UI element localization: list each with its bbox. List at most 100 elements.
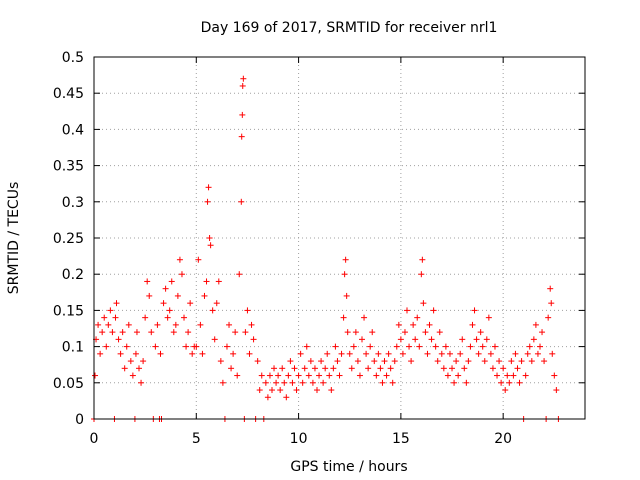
data-point bbox=[328, 387, 335, 394]
data-point bbox=[112, 314, 119, 321]
data-point bbox=[419, 256, 426, 263]
data-point bbox=[289, 379, 296, 386]
data-point bbox=[103, 343, 110, 350]
data-point bbox=[206, 235, 213, 241]
data-point bbox=[160, 300, 167, 307]
data-point bbox=[479, 343, 486, 350]
data-point bbox=[449, 365, 456, 372]
data-point bbox=[387, 365, 394, 372]
data-point bbox=[444, 372, 451, 379]
data-point bbox=[291, 365, 298, 372]
data-point bbox=[336, 372, 343, 379]
data-point bbox=[471, 307, 478, 314]
data-point bbox=[354, 358, 361, 365]
data-point bbox=[389, 379, 396, 386]
data-point bbox=[541, 358, 548, 365]
data-point bbox=[127, 358, 134, 365]
data-point bbox=[459, 336, 466, 343]
data-point bbox=[254, 358, 261, 365]
data-point bbox=[496, 358, 503, 365]
data-point bbox=[95, 321, 102, 328]
data-point bbox=[166, 307, 173, 314]
data-point bbox=[193, 343, 200, 350]
data-point bbox=[285, 372, 292, 379]
data-point bbox=[545, 314, 552, 321]
data-point bbox=[341, 271, 348, 278]
x-tick-label: 0 bbox=[90, 431, 99, 447]
data-point bbox=[152, 343, 159, 350]
data-point bbox=[551, 372, 558, 379]
data-point bbox=[553, 387, 560, 394]
data-point bbox=[223, 343, 230, 350]
data-point bbox=[381, 358, 388, 365]
data-point bbox=[502, 387, 509, 394]
data-point bbox=[244, 307, 251, 314]
data-point bbox=[326, 372, 333, 379]
data-point bbox=[195, 256, 202, 263]
data-point bbox=[485, 314, 492, 321]
data-point bbox=[256, 387, 263, 394]
data-point bbox=[343, 292, 350, 299]
data-point bbox=[113, 300, 120, 307]
y-tick-label: 0.05 bbox=[53, 376, 84, 392]
data-point bbox=[430, 307, 437, 314]
data-point bbox=[510, 372, 517, 379]
data-point bbox=[406, 343, 413, 350]
y-tick-label: 0.45 bbox=[53, 86, 84, 102]
data-point bbox=[181, 314, 188, 321]
data-point bbox=[97, 350, 104, 357]
data-point bbox=[309, 379, 316, 386]
data-point bbox=[420, 300, 427, 307]
data-point bbox=[440, 365, 447, 372]
data-point bbox=[140, 358, 147, 365]
data-point bbox=[428, 336, 435, 343]
data-point bbox=[365, 365, 372, 372]
data-point bbox=[239, 111, 246, 118]
data-point bbox=[547, 285, 554, 292]
data-point bbox=[451, 379, 458, 386]
data-point bbox=[489, 365, 496, 372]
data-point bbox=[125, 321, 132, 328]
data-point bbox=[422, 329, 429, 336]
data-point bbox=[434, 358, 441, 365]
data-point bbox=[228, 365, 235, 372]
data-point bbox=[238, 198, 245, 205]
data-point bbox=[264, 394, 271, 401]
data-point bbox=[491, 343, 498, 350]
data-point bbox=[293, 387, 300, 394]
data-point bbox=[514, 365, 521, 372]
data-point bbox=[412, 336, 419, 343]
data-point bbox=[367, 343, 374, 350]
data-points bbox=[91, 75, 562, 422]
data-point bbox=[157, 350, 164, 357]
data-point bbox=[526, 343, 533, 350]
data-point bbox=[352, 329, 359, 336]
data-point bbox=[504, 372, 511, 379]
data-point bbox=[397, 336, 404, 343]
data-point bbox=[299, 379, 306, 386]
data-point bbox=[318, 358, 325, 365]
data-point bbox=[313, 387, 320, 394]
data-point bbox=[262, 379, 269, 386]
data-point bbox=[498, 379, 505, 386]
x-tick-label: 5 bbox=[192, 431, 201, 447]
data-point bbox=[109, 329, 116, 336]
data-point bbox=[410, 321, 417, 328]
data-point bbox=[281, 379, 288, 386]
data-point bbox=[414, 314, 421, 321]
data-point bbox=[391, 358, 398, 365]
data-point bbox=[453, 358, 460, 365]
data-point bbox=[123, 343, 130, 350]
data-point bbox=[455, 372, 462, 379]
data-point bbox=[469, 321, 476, 328]
plot-frame bbox=[93, 56, 586, 420]
y-tick-label: 0.1 bbox=[62, 340, 84, 356]
data-point bbox=[348, 365, 355, 372]
data-point bbox=[230, 350, 237, 357]
data-point bbox=[215, 278, 222, 285]
data-point bbox=[236, 271, 243, 278]
data-point bbox=[107, 307, 114, 314]
data-point bbox=[385, 350, 392, 357]
data-point bbox=[465, 358, 472, 365]
data-point bbox=[508, 358, 515, 365]
